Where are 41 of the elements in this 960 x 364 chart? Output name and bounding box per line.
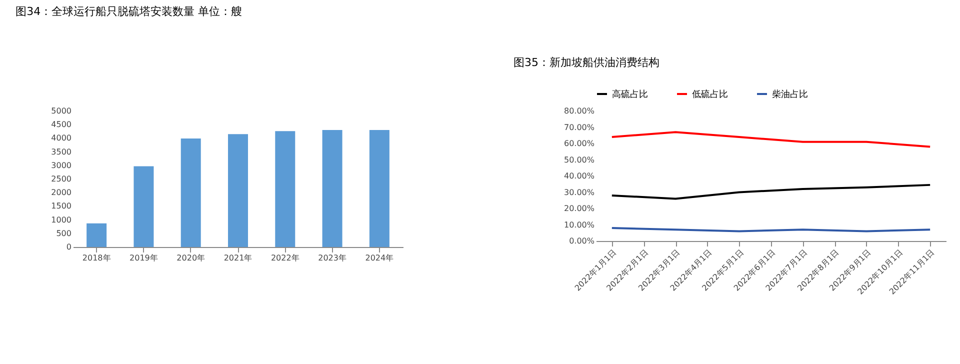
y-tick-label: 5000: [51, 106, 72, 116]
y-tick-label: 70.00%: [564, 122, 595, 132]
y-tick-label: 1500: [51, 202, 72, 211]
y-tick-label: 4500: [51, 120, 72, 130]
y-tick-label: 1000: [51, 215, 72, 224]
bar: [86, 223, 107, 247]
y-tick-label: 40.00%: [564, 172, 595, 180]
y-tick-label: 4000: [51, 134, 72, 143]
x-tick-label: 2021年: [224, 254, 252, 262]
y-tick-label: 0: [66, 242, 72, 252]
bar: [322, 130, 342, 247]
y-tick-label: 2500: [51, 174, 72, 184]
y-tick-label: 30.00%: [564, 188, 595, 197]
y-tick-label: 20.00%: [564, 204, 595, 213]
bar: [180, 138, 201, 247]
x-tick-label: 2023年: [318, 254, 346, 262]
x-tick-label: 2024年: [365, 254, 394, 262]
x-tick-label: 2020年: [176, 254, 206, 262]
y-tick-label: 60.00%: [564, 139, 595, 148]
x-tick-label: 2019年: [130, 254, 158, 262]
y-tick-label: 10.00%: [564, 220, 595, 230]
line-series: [610, 184, 932, 200]
bar: [369, 130, 390, 247]
line-series: [610, 131, 932, 148]
y-tick-label: 0.00%: [569, 236, 595, 246]
x-tick-label: 2022年: [270, 254, 300, 262]
bar: [275, 131, 296, 247]
legend-label: 高硫占比: [612, 89, 648, 100]
legend-label: 低硫占比: [692, 89, 728, 100]
y-tick-label: 80.00%: [564, 106, 595, 116]
legend-label: 柴油占比: [772, 89, 808, 100]
y-tick-label: 50.00%: [564, 155, 595, 164]
x-tick-label: 2018年: [82, 254, 111, 262]
y-tick-label: 2000: [51, 188, 72, 198]
y-tick-label: 3000: [51, 160, 72, 170]
bar: [134, 166, 154, 247]
chart-title: 图34：全球运行船只脱硫塔安装数量 单位：艘: [16, 5, 242, 18]
bar: [228, 134, 248, 247]
chart-title: 图35：新加坡船供油消费结构: [513, 56, 660, 69]
y-tick-label: 500: [56, 228, 72, 238]
y-tick-label: 3500: [51, 147, 72, 156]
